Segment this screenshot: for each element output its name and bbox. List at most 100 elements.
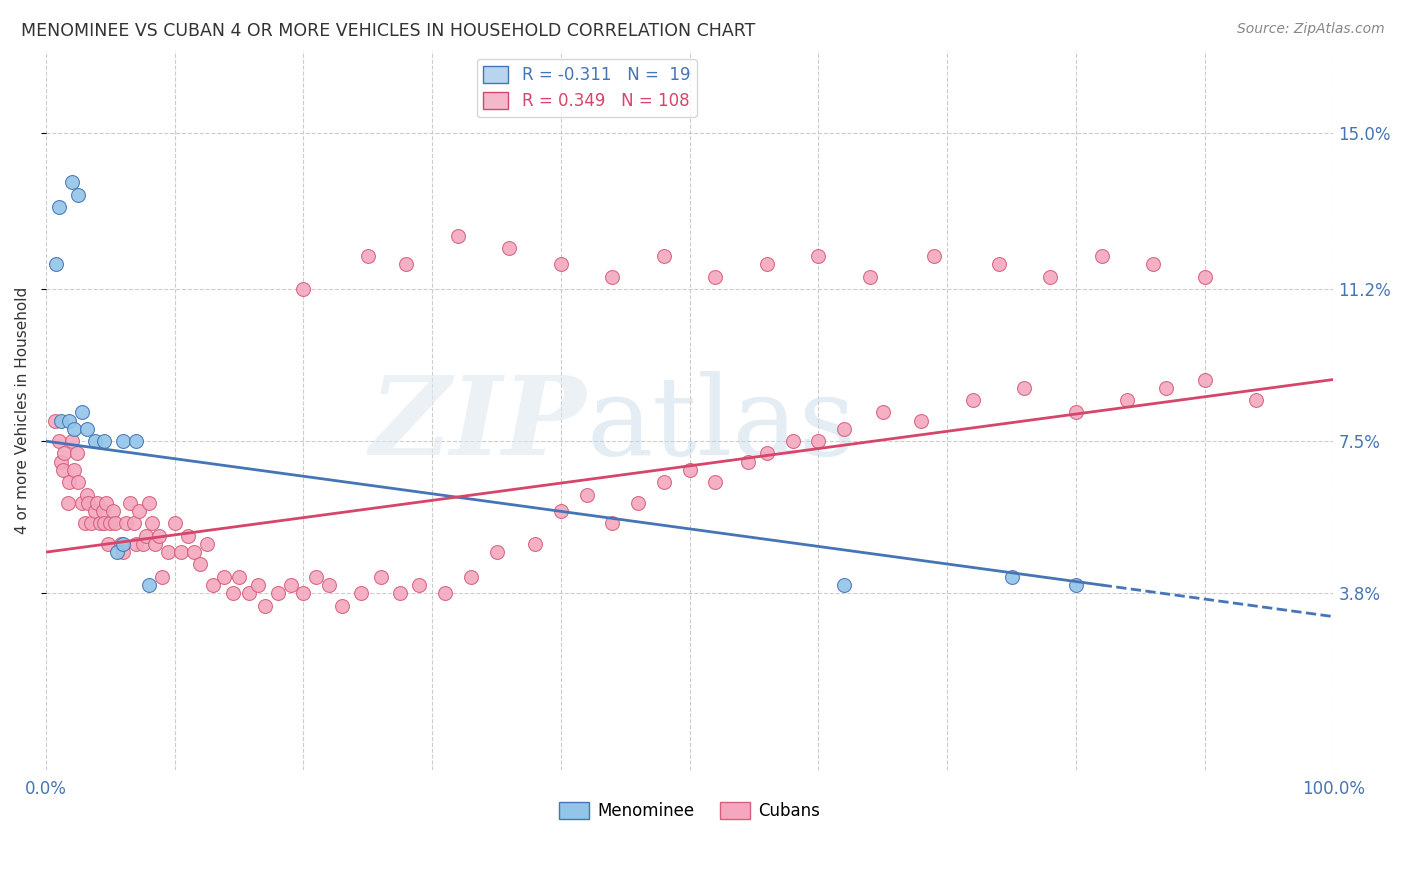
Point — [77, 496, 100, 510]
Point — [157, 545, 180, 559]
Point — [395, 257, 418, 271]
Point — [58, 475, 80, 490]
Point — [101, 504, 124, 518]
Point — [170, 545, 193, 559]
Point — [280, 578, 302, 592]
Point — [1244, 393, 1267, 408]
Point — [575, 487, 598, 501]
Point — [60, 175, 83, 189]
Point — [408, 578, 430, 592]
Point — [652, 249, 675, 263]
Point — [228, 570, 250, 584]
Point — [652, 475, 675, 490]
Point — [73, 516, 96, 531]
Point — [704, 475, 727, 490]
Text: Source: ZipAtlas.com: Source: ZipAtlas.com — [1237, 22, 1385, 37]
Point — [163, 516, 186, 531]
Point — [104, 516, 127, 531]
Point — [51, 455, 73, 469]
Point — [202, 578, 225, 592]
Point — [125, 434, 148, 449]
Point — [176, 529, 198, 543]
Point — [51, 414, 73, 428]
Point — [962, 393, 984, 408]
Point — [53, 446, 76, 460]
Point — [183, 545, 205, 559]
Point — [872, 405, 894, 419]
Point — [550, 504, 572, 518]
Point — [460, 570, 482, 584]
Point — [52, 463, 75, 477]
Point — [60, 434, 83, 449]
Point — [602, 516, 624, 531]
Point — [212, 570, 235, 584]
Point — [1194, 372, 1216, 386]
Point — [434, 586, 457, 600]
Point — [105, 545, 128, 559]
Point — [86, 496, 108, 510]
Point — [679, 463, 702, 477]
Point — [91, 504, 114, 518]
Point — [67, 475, 90, 490]
Point — [737, 455, 759, 469]
Point — [150, 570, 173, 584]
Point — [755, 257, 778, 271]
Point — [70, 405, 93, 419]
Point — [83, 504, 105, 518]
Point — [110, 537, 132, 551]
Point — [63, 422, 86, 436]
Point — [389, 586, 412, 600]
Point — [550, 257, 572, 271]
Point — [76, 487, 98, 501]
Point — [1064, 405, 1087, 419]
Point — [67, 187, 90, 202]
Point — [859, 269, 882, 284]
Point — [131, 537, 153, 551]
Point — [267, 586, 290, 600]
Point — [1194, 269, 1216, 284]
Point — [145, 537, 167, 551]
Point — [125, 537, 148, 551]
Point — [138, 578, 160, 592]
Y-axis label: 4 or more Vehicles in Household: 4 or more Vehicles in Household — [15, 286, 30, 534]
Point — [305, 570, 328, 584]
Point — [148, 529, 170, 543]
Point — [924, 249, 946, 263]
Point — [318, 578, 340, 592]
Point — [524, 537, 547, 551]
Point — [83, 434, 105, 449]
Point — [89, 516, 111, 531]
Point — [112, 434, 135, 449]
Point — [141, 516, 163, 531]
Point — [1000, 570, 1022, 584]
Text: MENOMINEE VS CUBAN 4 OR MORE VEHICLES IN HOUSEHOLD CORRELATION CHART: MENOMINEE VS CUBAN 4 OR MORE VEHICLES IN… — [21, 22, 755, 40]
Point — [1116, 393, 1139, 408]
Legend: Menominee, Cubans: Menominee, Cubans — [553, 795, 827, 826]
Text: atlas: atlas — [586, 371, 856, 478]
Point — [58, 414, 80, 428]
Point — [1154, 381, 1177, 395]
Point — [755, 446, 778, 460]
Point — [97, 537, 120, 551]
Point — [1014, 381, 1036, 395]
Point — [63, 463, 86, 477]
Point — [80, 516, 103, 531]
Point — [447, 228, 470, 243]
Point — [45, 257, 67, 271]
Point — [498, 241, 520, 255]
Point — [1142, 257, 1164, 271]
Point — [370, 570, 392, 584]
Point — [292, 282, 315, 296]
Point — [138, 496, 160, 510]
Point — [221, 586, 243, 600]
Point — [253, 599, 276, 613]
Point — [485, 545, 508, 559]
Point — [910, 414, 932, 428]
Point — [807, 249, 830, 263]
Point — [66, 446, 89, 460]
Point — [98, 516, 121, 531]
Point — [1091, 249, 1114, 263]
Point — [122, 516, 145, 531]
Point — [93, 516, 115, 531]
Point — [330, 599, 353, 613]
